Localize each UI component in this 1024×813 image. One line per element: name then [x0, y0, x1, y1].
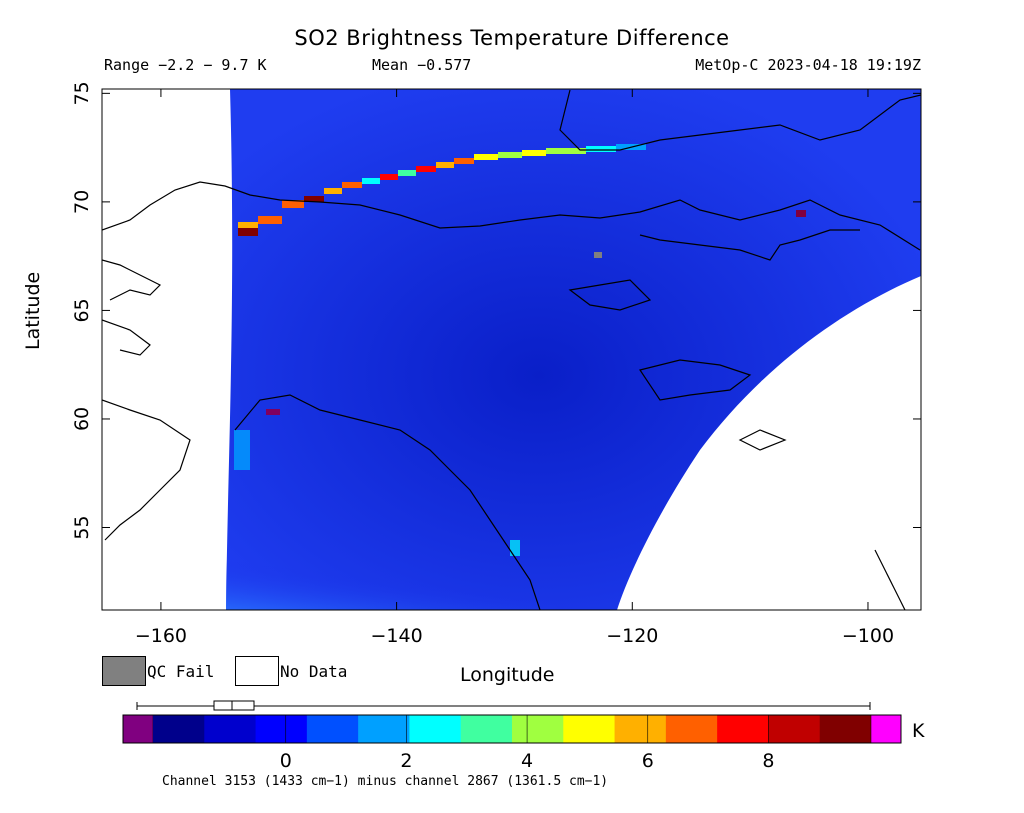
- range-stat: Range −2.2 − 9.7 K: [104, 56, 267, 74]
- plot-frame: [101, 88, 922, 611]
- y-tick-label: 70: [71, 190, 93, 214]
- colorbar-overflow: [870, 714, 902, 744]
- colorbar-cell: [204, 715, 257, 743]
- colorbar-cell: [255, 715, 308, 743]
- colorbar-tick-label: 6: [641, 750, 654, 772]
- colorbar-tick-label: 4: [521, 750, 534, 772]
- channel-note: Channel 3153 (1433 cm−1) minus channel 2…: [162, 774, 609, 789]
- map-area: [102, 89, 921, 610]
- x-tick-label: −140: [371, 625, 423, 647]
- colorbar-tick-label: 8: [762, 750, 775, 772]
- y-tick-label: 65: [71, 298, 93, 322]
- colorbar-cell: [717, 715, 769, 743]
- x-axis-label: Longitude: [460, 664, 555, 686]
- mean-stat: Mean −0.577: [372, 56, 472, 74]
- colorbar-cell: [409, 715, 462, 743]
- map-title: SO2 Brightness Temperature Difference: [294, 26, 730, 50]
- so2-plume: [238, 144, 646, 236]
- qc-fail-label: QC Fail: [147, 662, 215, 681]
- y-tick-label: 55: [71, 515, 93, 539]
- satellite-time: MetOp-C 2023-04-18 19:19Z: [695, 56, 921, 74]
- range-box: [213, 700, 255, 711]
- colorbar-cell: [665, 715, 718, 743]
- coastlines: [102, 89, 921, 610]
- colorbar-cell: [819, 715, 872, 743]
- y-tick-label: 75: [71, 81, 93, 105]
- colorbar-cell: [153, 715, 205, 743]
- no-data-swatch: [235, 656, 279, 686]
- x-axis: −160 −140 −120 −100: [135, 89, 894, 647]
- colorbar-cell: [768, 715, 821, 743]
- colorbar-cell: [460, 715, 513, 743]
- colorbar-cell: [358, 715, 410, 743]
- y-axis: 55 60 65 70 75: [71, 81, 921, 540]
- qc-fail-swatch: [102, 656, 146, 686]
- colorbar-cell: [563, 715, 616, 743]
- colorbar-tick-label: 2: [400, 750, 413, 772]
- colorbar: [122, 700, 902, 744]
- colorbar-cell: [512, 715, 564, 743]
- colorbar-cell: [306, 715, 359, 743]
- colorbar-tick-label: 0: [279, 750, 292, 772]
- x-tick-label: −160: [135, 625, 187, 647]
- colorbar-underflow: [122, 714, 154, 744]
- no-data-label: No Data: [280, 662, 348, 681]
- colorbar-unit: K: [912, 720, 925, 742]
- qc-fail-pixel: [594, 252, 602, 258]
- colorbar-cell: [614, 715, 667, 743]
- y-axis-label: Latitude: [22, 271, 44, 350]
- x-tick-label: −100: [842, 625, 894, 647]
- y-tick-label: 60: [71, 407, 93, 431]
- data-swath: [226, 89, 921, 610]
- x-tick-label: −120: [606, 625, 658, 647]
